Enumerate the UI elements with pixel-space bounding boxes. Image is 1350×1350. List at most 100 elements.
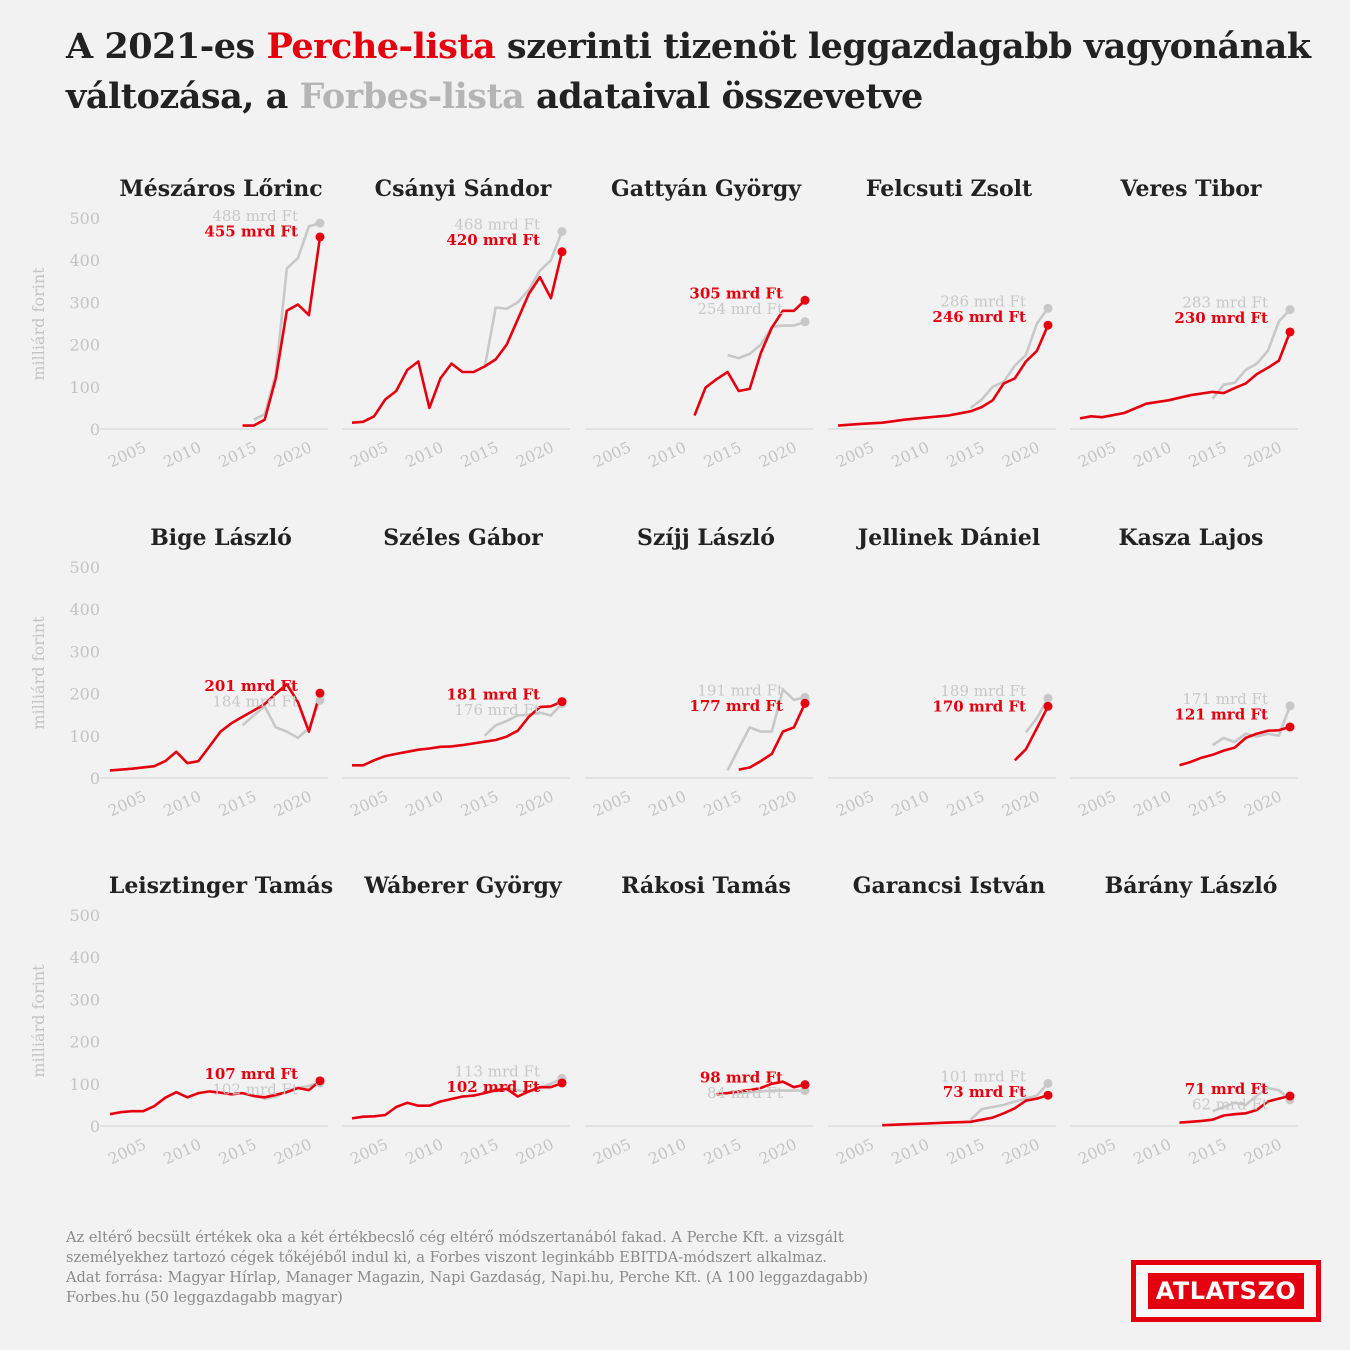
panel-title: Mészáros Lőrinc [119, 176, 322, 202]
x-tick-label: 2020 [513, 438, 556, 471]
x-tick-label: 2020 [271, 787, 314, 820]
panel-title: Rákosi Tamás [621, 873, 791, 899]
title-part3: adataival összevetve [524, 76, 923, 117]
x-tick-label: 2010 [889, 1135, 932, 1168]
perche-endpoint [315, 1076, 325, 1086]
y-tick-label: 300 [69, 642, 100, 661]
x-tick-label: 2015 [458, 1135, 501, 1168]
x-tick-label: 2020 [513, 1135, 556, 1168]
perche-endpoint [1285, 327, 1295, 337]
y-tick-label: 400 [69, 251, 100, 270]
perche-value-label: 121 mrd Ft [1174, 705, 1268, 723]
perche-line [1079, 331, 1292, 420]
forbes-line [1212, 1086, 1291, 1113]
panel-13: Rákosi Tamás 2005 2010 2015 2020 98 mrd Ft84 … [585, 873, 813, 1168]
atlatszo-logo[interactable]: ATLATSZO [1131, 1260, 1321, 1322]
x-tick-label: 2005 [347, 1135, 390, 1168]
perche-endpoint [315, 688, 325, 698]
page-title: A 2021-es Perche-lista szerinti tizenöt … [66, 22, 1326, 122]
perche-value-label: 420 mrd Ft [446, 231, 540, 249]
perche-line [716, 1080, 806, 1096]
forbes-line [1211, 308, 1291, 400]
y-tick-label: 400 [69, 600, 100, 619]
y-axis-label: milliárd forint [29, 964, 48, 1078]
perche-endpoint [800, 698, 810, 708]
forbes-value-label: 191 mrd Ft [697, 681, 783, 699]
x-tick-label: 2005 [105, 438, 148, 471]
forbes-value-label: 171 mrd Ft [1182, 690, 1268, 708]
x-tick-label: 2015 [701, 438, 744, 471]
x-tick-label: 2020 [1241, 787, 1284, 820]
footnote-line: Adat forrása: Magyar Hírlap, Manager Mag… [66, 1269, 869, 1286]
panel-title: Bárány László [1105, 873, 1278, 899]
x-tick-label: 2020 [513, 787, 556, 820]
x-tick-label: 2010 [889, 438, 932, 471]
forbes-endpoint [800, 317, 810, 327]
perche-line [1013, 705, 1050, 762]
panel-title: Bige László [150, 525, 292, 551]
x-tick-label: 2015 [944, 438, 987, 471]
x-tick-label: 2005 [105, 787, 148, 820]
forbes-value-label: 184 mrd Ft [212, 693, 298, 711]
panel-3: Gattyán György 2005 2010 2015 2020 305 mrd Ft… [585, 176, 813, 471]
perche-endpoint [1043, 320, 1053, 330]
footnote-line: személyekhez tartozó cégek tőkéjéből ind… [66, 1249, 827, 1266]
x-tick-label: 2020 [271, 1135, 314, 1168]
perche-line [242, 236, 322, 427]
perche-value-label: 230 mrd Ft [1174, 309, 1268, 327]
perche-value-label: 71 mrd Ft [1185, 1080, 1268, 1098]
perche-endpoint [1043, 1090, 1053, 1100]
x-tick-label: 2015 [1186, 787, 1229, 820]
panel-title: Felcsuti Zsolt [866, 176, 1033, 202]
perche-line [693, 299, 806, 416]
x-tick-label: 2020 [999, 1135, 1042, 1168]
x-tick-label: 2015 [216, 438, 259, 471]
x-tick-label: 2015 [216, 787, 259, 820]
y-tick-label: 0 [90, 1117, 100, 1136]
panel-5: Veres Tibor 2005 2010 2015 2020 283 mrd Ft230… [1070, 176, 1298, 471]
x-tick-label: 2015 [944, 787, 987, 820]
forbes-value-label: 113 mrd Ft [454, 1062, 540, 1080]
x-tick-label: 2020 [999, 438, 1042, 471]
x-tick-label: 2005 [1075, 787, 1118, 820]
y-tick-label: 100 [69, 727, 100, 746]
x-tick-label: 2005 [833, 1135, 876, 1168]
perche-value-label: 246 mrd Ft [932, 308, 1026, 326]
panel-title: Jellinek Dániel [856, 525, 1040, 551]
x-tick-label: 2020 [271, 438, 314, 471]
x-tick-label: 2005 [347, 787, 390, 820]
x-tick-label: 2015 [1186, 1135, 1229, 1168]
perche-line [1179, 1094, 1291, 1124]
y-tick-label: 300 [69, 990, 100, 1009]
x-tick-label: 2020 [756, 1135, 799, 1168]
forbes-value-label: 254 mrd Ft [697, 300, 783, 318]
y-axis-label: milliárd forint [29, 616, 48, 730]
perche-endpoint [557, 697, 567, 707]
forbes-value-label: 286 mrd Ft [940, 292, 1026, 310]
forbes-endpoint [1043, 303, 1053, 313]
panel-14: Garancsi István 2005 2010 2015 2020 101 mrd F… [828, 873, 1056, 1168]
panel-title: Széles Gábor [383, 525, 543, 551]
forbes-value-label: 102 mrd Ft [212, 1080, 298, 1098]
forbes-value-label: 101 mrd Ft [940, 1067, 1026, 1085]
forbes-line [969, 307, 1050, 409]
footnote-line: Forbes.hu (50 leggazdagabb magyar) [66, 1289, 343, 1306]
forbes-line [727, 1089, 805, 1095]
forbes-value-label: 62 mrd Ft [1192, 1096, 1268, 1114]
perche-value-label: 305 mrd Ft [689, 284, 783, 302]
panel-8: Szíjj László 2005 2010 2015 2020 191 mrd Ft17… [585, 525, 813, 820]
panel-9: Jellinek Dániel 2005 2010 2015 2020 189 mrd F… [828, 525, 1056, 820]
y-tick-label: 0 [90, 769, 100, 788]
y-tick-label: 200 [69, 1033, 100, 1052]
perche-line [352, 700, 563, 767]
forbes-value-label: 176 mrd Ft [454, 701, 540, 719]
perche-value-label: 177 mrd Ft [689, 697, 783, 715]
forbes-value-label: 283 mrd Ft [1182, 294, 1268, 312]
forbes-line [483, 231, 564, 369]
title-part2: szerinti tizenöt leggazdagabb vagyonának… [66, 26, 1311, 117]
panel-title: Wáberer György [363, 873, 562, 899]
x-tick-label: 2020 [756, 438, 799, 471]
perche-endpoint [557, 1078, 567, 1088]
panel-title: Garancsi István [853, 873, 1046, 899]
